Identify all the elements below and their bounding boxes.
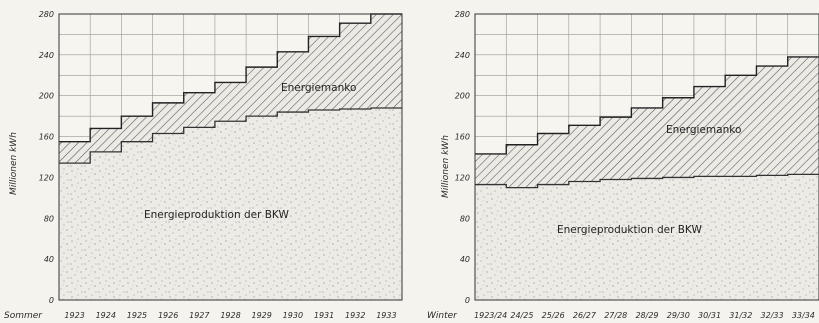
summer-y-tick-label: 40 [44, 255, 54, 264]
summer-production-area [59, 107, 402, 300]
winter-x-tick-label: 33/34 [792, 311, 815, 320]
winter-manko-area [475, 56, 819, 188]
winter-x-tick-label: 1923/24 [474, 311, 507, 320]
summer-manko-label: Energiemanko [281, 82, 356, 94]
summer-x-tick-label: 1926 [158, 311, 178, 320]
summer-y-tick-label: 160 [39, 133, 54, 142]
summer-season-label: Sommer [4, 311, 43, 321]
winter-x-tick-label: 27/28 [604, 311, 627, 320]
winter-production-area [475, 174, 819, 300]
summer-x-tick-label: 1927 [189, 311, 210, 320]
summer-production-label: Energieproduktion der BKW [144, 209, 289, 221]
summer-frame [58, 13, 403, 301]
winter-y-tick-label: 280 [455, 10, 470, 19]
summer-production-line [59, 107, 402, 164]
summer-y-tick-label: 0 [49, 296, 54, 305]
winter-y-tick-label: 80 [460, 214, 470, 223]
summer-x-tick-label: 1933 [376, 311, 396, 320]
summer-x-tick-label: 1931 [314, 311, 334, 320]
summer-y-tick-label: 280 [39, 10, 54, 19]
summer-y-axis-label: Millionen kWh [9, 132, 19, 195]
winter-manko-label: Energiemanko [666, 124, 741, 136]
summer-x-tick-labels: 1923 1924 1925 1926 1927 1928 1929 1930 1931 1932… [64, 311, 396, 320]
winter-y-tick-label: 160 [455, 133, 470, 142]
winter-y-tick-label: 40 [460, 255, 470, 264]
summer-x-tick-label: 1932 [345, 311, 365, 320]
summer-x-tick-label: 1929 [252, 311, 272, 320]
winter-y-tick-label: 200 [455, 92, 470, 101]
summer-y-tick-labels: 0 40 80 120 160 200 240 280 [39, 10, 54, 305]
summer-x-tick-label: 1925 [127, 311, 147, 320]
winter-x-tick-label: 26/27 [573, 311, 597, 320]
winter-x-tick-label: 31/32 [729, 311, 752, 320]
summer-y-tick-label: 240 [39, 51, 54, 60]
summer-y-tick-label: 80 [44, 214, 54, 223]
summer-x-tick-label: 1930 [283, 311, 303, 320]
summer-x-tick-label: 1924 [96, 311, 116, 320]
winter-y-tick-label: 120 [455, 173, 470, 182]
winter-x-tick-label: 30/31 [698, 311, 721, 320]
winter-demand-line [475, 56, 819, 155]
winter-x-tick-label: 29/30 [667, 311, 690, 320]
winter-y-tick-label: 0 [465, 296, 470, 305]
winter-y-tick-label: 240 [455, 51, 470, 60]
winter-x-tick-label: 32/33 [761, 311, 784, 320]
winter-x-tick-label: 24/25 [510, 311, 533, 320]
summer-y-tick-label: 200 [39, 92, 54, 101]
winter-x-tick-labels: 1923/24 24/25 25/26 26/27 27/28 28/29 29/30 30/… [474, 311, 815, 320]
winter-x-tick-label: 25/26 [542, 311, 565, 320]
winter-production-line [475, 173, 819, 189]
winter-frame [474, 13, 819, 301]
winter-y-axis-label: Millionen kWh [441, 135, 451, 198]
summer-x-tick-label: 1928 [220, 311, 240, 320]
summer-y-tick-label: 120 [39, 173, 54, 182]
winter-production-label: Energieproduktion der BKW [557, 224, 702, 236]
winter-x-tick-label: 28/29 [635, 311, 658, 320]
summer-demand-line [59, 13, 402, 143]
winter-y-tick-labels: 0 40 80 120 160 200 240 280 [455, 10, 470, 305]
summer-manko-area [59, 14, 402, 164]
winter-season-label: Winter [427, 311, 458, 321]
summer-x-tick-label: 1923 [64, 311, 84, 320]
winter-chart: 0 40 80 120 160 200 240 280 1923/24 24/25 25/26 26… [427, 10, 819, 321]
